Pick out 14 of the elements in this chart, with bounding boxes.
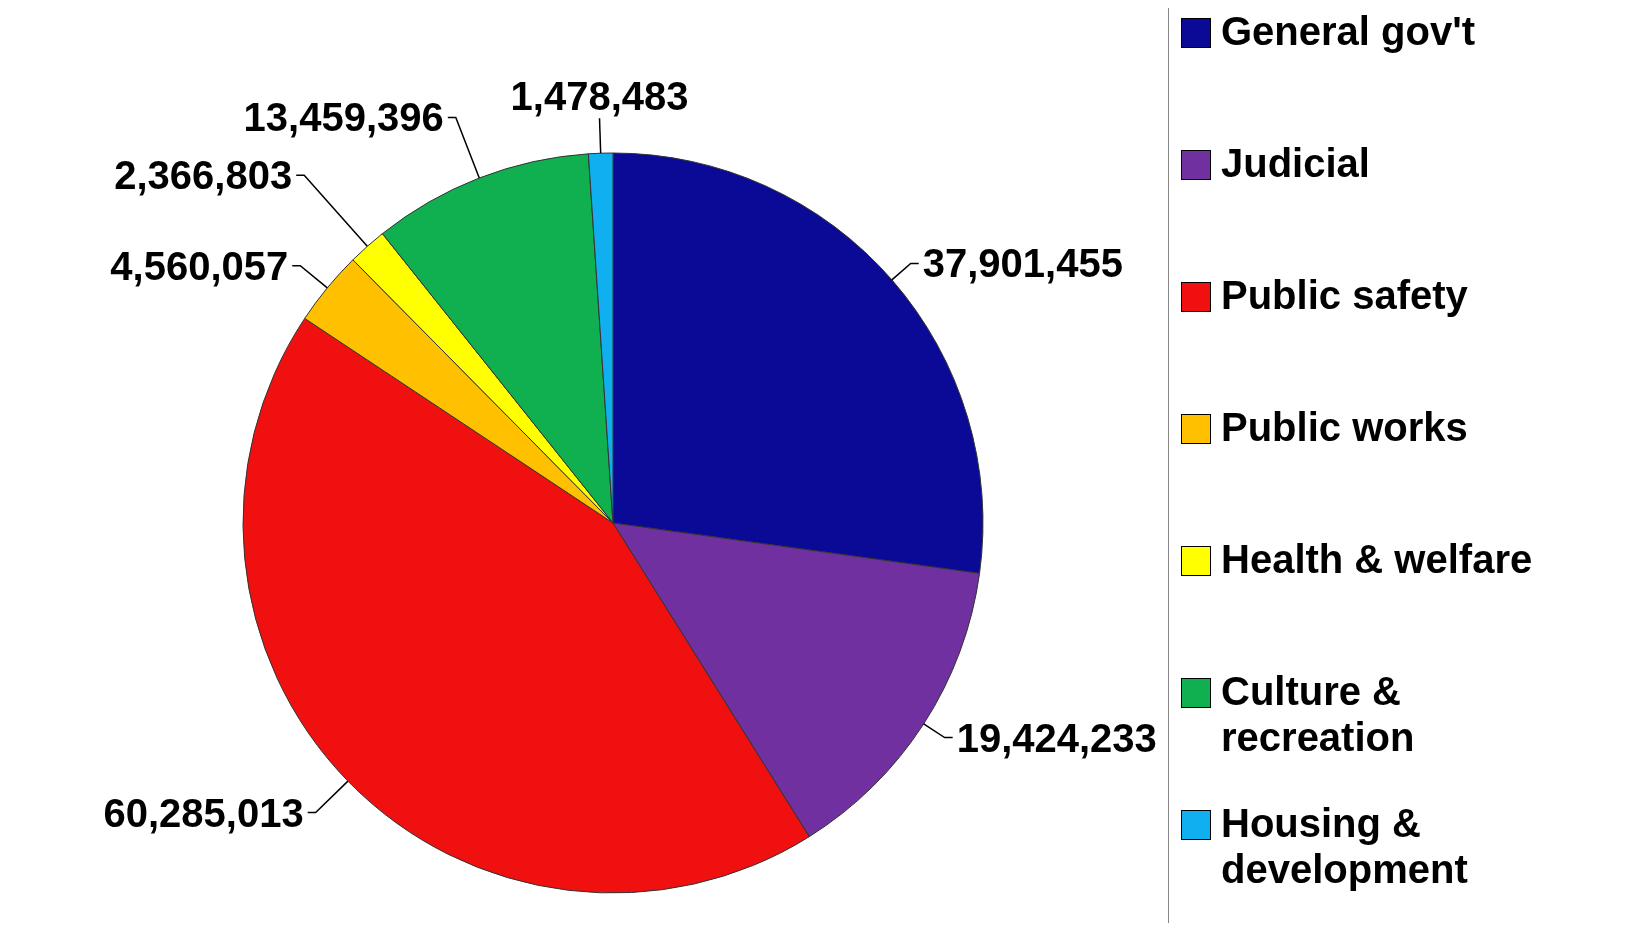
data-label: 4,560,057 [110, 243, 289, 288]
data-label: 37,901,455 [922, 241, 1123, 286]
data-label: 2,366,803 [114, 153, 293, 198]
legend-label: Culture & recreation [1221, 668, 1416, 760]
legend-label: Housing & development [1221, 800, 1469, 892]
legend-label: Judicial [1221, 140, 1371, 186]
legend-label: Public works [1221, 404, 1469, 450]
data-label: 13,459,396 [243, 95, 444, 140]
legend-label: General gov't [1221, 8, 1477, 54]
data-label: 19,424,233 [956, 715, 1157, 760]
data-label: 60,285,013 [103, 790, 304, 835]
legend-label: Public safety [1221, 272, 1469, 318]
legend-label: Health & welfare [1221, 536, 1534, 582]
data-label: 1,478,483 [510, 74, 689, 119]
